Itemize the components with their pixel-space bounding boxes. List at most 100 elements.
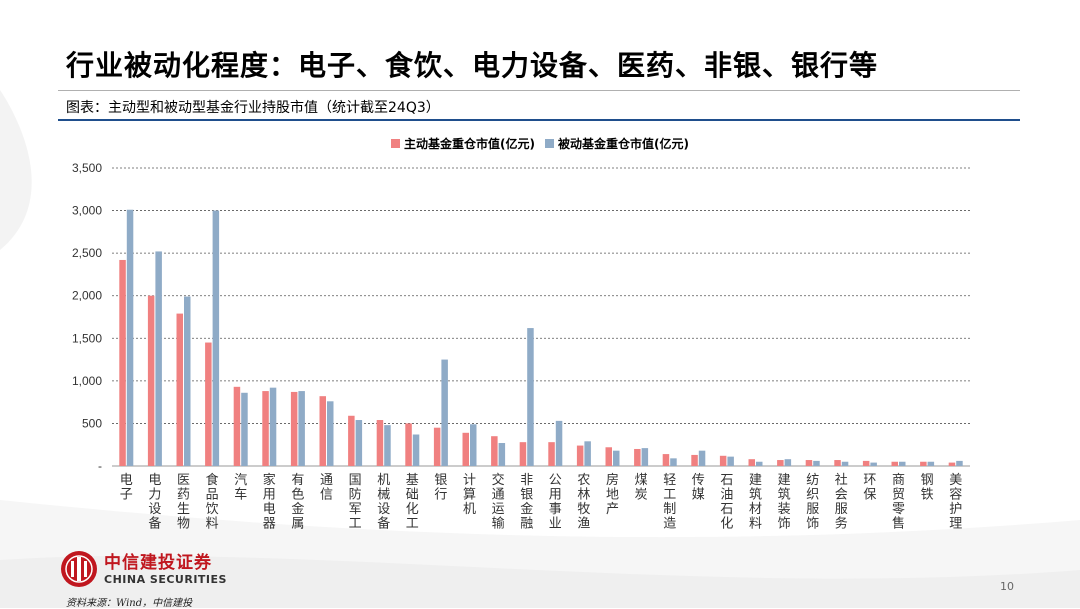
legend-item-passive: 被动基金重仓市值(亿元) xyxy=(545,135,689,152)
china-securities-logo-icon xyxy=(61,551,97,587)
x-tick-label: 交通运输 xyxy=(492,472,505,532)
bar-active xyxy=(862,460,870,466)
legend-label-active: 主动基金重仓市值(亿元) xyxy=(404,137,535,151)
bar-passive xyxy=(555,420,563,466)
bar-passive xyxy=(756,461,763,466)
legend-item-active: 主动基金重仓市值(亿元) xyxy=(391,135,535,152)
bar-passive xyxy=(327,401,334,466)
bar-passive xyxy=(298,391,305,466)
bar-passive xyxy=(956,460,963,466)
bar-active xyxy=(777,460,784,466)
bar-active xyxy=(262,391,269,466)
y-tick-label: - xyxy=(98,459,102,473)
bar-active xyxy=(491,436,498,466)
x-tick-label: 机械设备 xyxy=(377,473,390,532)
bar-passive xyxy=(184,296,191,466)
x-tick-label: 建筑装饰 xyxy=(778,473,791,532)
bar-active xyxy=(519,442,527,466)
bar-active xyxy=(805,460,813,466)
x-tick-label: 钢铁 xyxy=(921,473,934,503)
bar-active xyxy=(376,420,384,466)
bar-passive xyxy=(412,434,420,466)
y-tick-label: 3,500 xyxy=(72,161,102,175)
bar-active xyxy=(176,313,183,466)
bar-passive xyxy=(727,456,734,466)
x-tick-label: 汽车 xyxy=(234,473,247,503)
bar-passive xyxy=(527,328,534,466)
x-tick-label: 商贸零售 xyxy=(892,473,905,532)
bar-active xyxy=(920,461,927,466)
bar-active xyxy=(119,259,126,466)
chart-legend: 主动基金重仓市值(亿元) 被动基金重仓市值(亿元) xyxy=(0,135,1080,152)
bar-passive xyxy=(870,462,877,466)
company-logo: 中信建投证券 CHINA SECURITIES xyxy=(60,550,227,588)
bar-active xyxy=(548,442,555,466)
bar-active xyxy=(319,396,326,466)
title-divider xyxy=(58,90,1020,91)
x-tick-label: 电力设备 xyxy=(148,473,161,532)
bar-active xyxy=(290,391,298,466)
bar-active xyxy=(691,454,698,466)
bar-passive xyxy=(441,359,448,466)
bar-passive xyxy=(269,387,277,466)
bar-active xyxy=(433,427,441,466)
bar-passive xyxy=(155,251,162,466)
legend-label-passive: 被动基金重仓市值(亿元) xyxy=(558,137,689,151)
x-tick-label: 纺织服饰 xyxy=(806,473,819,532)
legend-swatch-active xyxy=(391,139,401,148)
bar-active xyxy=(405,423,412,466)
bar-active xyxy=(662,454,670,466)
x-tick-label: 传媒 xyxy=(692,473,705,503)
bar-passive xyxy=(899,461,906,466)
x-tick-label: 轻工制造 xyxy=(663,473,676,532)
x-tick-label: 农林牧渔 xyxy=(577,473,590,532)
bar-passive xyxy=(698,450,706,466)
bar-active xyxy=(834,460,841,466)
bar-passive xyxy=(927,461,935,466)
x-tick-label: 电子 xyxy=(120,473,133,503)
bar-passive xyxy=(641,448,649,466)
y-tick-label: 500 xyxy=(82,416,102,430)
bar-active xyxy=(605,447,612,466)
y-tick-label: 2,000 xyxy=(72,289,102,303)
x-tick-label: 国防军工 xyxy=(349,473,362,532)
bar-active xyxy=(147,295,155,466)
bar-active xyxy=(748,459,755,466)
bar-passive xyxy=(584,441,591,466)
bar-passive xyxy=(498,443,506,466)
x-tick-label: 社会服务 xyxy=(835,472,848,532)
bar-active xyxy=(948,462,956,466)
bar-active xyxy=(891,461,898,466)
bar-passive xyxy=(841,461,849,466)
x-tick-label: 环保 xyxy=(863,473,876,503)
bar-active xyxy=(348,415,355,466)
caption-divider xyxy=(58,119,1020,121)
bar-passive xyxy=(126,209,134,466)
legend-swatch-passive xyxy=(545,139,554,148)
x-tick-label: 公用事业 xyxy=(549,473,562,532)
slide-title: 行业被动化程度：电子、食饮、电力设备、医药、非银、银行等 xyxy=(66,49,879,82)
x-tick-label: 医药生物 xyxy=(177,473,190,532)
x-tick-label: 石油石化 xyxy=(720,473,733,532)
bar-active xyxy=(462,432,469,466)
page-number: 10 xyxy=(1000,580,1014,593)
x-tick-label: 非银金融 xyxy=(520,473,533,532)
bar-passive xyxy=(670,458,677,466)
x-tick-label: 煤炭 xyxy=(635,473,648,503)
x-tick-label: 通信 xyxy=(320,473,333,503)
chart-caption: 图表：主动型和被动型基金行业持股市值（统计截至24Q3） xyxy=(66,100,440,116)
x-tick-label: 计算机 xyxy=(463,473,476,517)
bar-active xyxy=(719,455,727,466)
y-tick-label: 2,500 xyxy=(72,246,102,260)
bar-passive xyxy=(613,450,620,466)
y-tick-label: 3,000 xyxy=(72,204,102,218)
bar-active xyxy=(634,448,641,466)
y-tick-label: 1,000 xyxy=(72,374,102,388)
bar-active xyxy=(576,445,584,466)
bar-passive xyxy=(355,420,363,466)
x-tick-label: 有色金属 xyxy=(291,473,304,532)
x-tick-label: 房地产 xyxy=(606,472,619,517)
bar-passive xyxy=(813,460,820,466)
